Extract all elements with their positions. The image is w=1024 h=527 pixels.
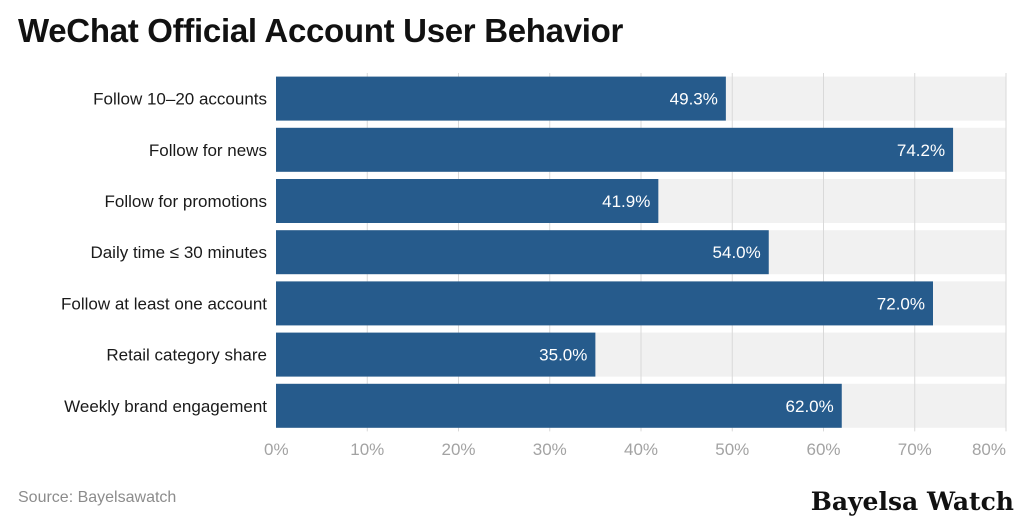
brand-logo: Bayelsa Watch — [810, 487, 1014, 516]
bar — [276, 332, 596, 377]
category-label: Follow for news — [149, 141, 267, 160]
x-tick-label: 10% — [350, 440, 384, 459]
bar-value-label: 72.0% — [877, 294, 925, 313]
bar — [276, 230, 769, 275]
bar-value-label: 35.0% — [539, 346, 587, 365]
bar-value-label: 54.0% — [713, 243, 761, 262]
bar — [276, 281, 933, 326]
x-tick-label: 70% — [898, 440, 932, 459]
chart-title: WeChat Official Account User Behavior — [18, 12, 624, 49]
bar — [276, 127, 954, 172]
category-label: Follow 10–20 accounts — [93, 90, 267, 109]
bar-value-label: 41.9% — [602, 192, 650, 211]
x-tick-label: 20% — [441, 440, 475, 459]
bar-value-label: 74.2% — [897, 141, 945, 160]
category-label: Follow for promotions — [104, 192, 267, 211]
bar-value-label: 62.0% — [786, 397, 834, 416]
x-tick-label: 40% — [624, 440, 658, 459]
category-label: Follow at least one account — [61, 294, 267, 313]
bar — [276, 76, 726, 121]
bar — [276, 383, 842, 428]
x-tick-label: 0% — [264, 440, 289, 459]
x-tick-label: 80% — [972, 440, 1006, 459]
x-tick-label: 30% — [533, 440, 567, 459]
bar-value-label: 49.3% — [670, 90, 718, 109]
source-note: Source: Bayelsawatch — [18, 489, 177, 506]
bar — [276, 179, 659, 223]
category-label: Daily time ≤ 30 minutes — [90, 243, 267, 262]
category-label: Retail category share — [106, 346, 267, 365]
category-label: Weekly brand engagement — [64, 397, 267, 416]
x-tick-label: 60% — [806, 440, 840, 459]
x-tick-label: 50% — [715, 440, 749, 459]
